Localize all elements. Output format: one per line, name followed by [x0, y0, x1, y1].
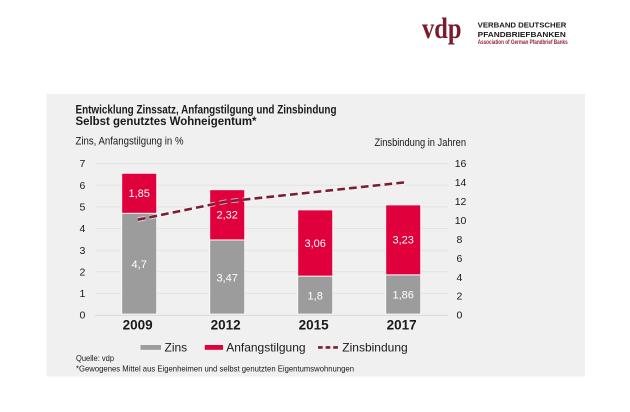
svg-text:1: 1	[79, 288, 85, 300]
svg-text:PFANDBRIEFBANKEN: PFANDBRIEFBANKEN	[478, 30, 566, 39]
svg-text:vdp: vdp	[422, 12, 462, 45]
svg-text:7: 7	[79, 158, 85, 170]
svg-text:14: 14	[455, 177, 467, 189]
svg-text:1,8: 1,8	[308, 290, 323, 302]
svg-text:Zins: Zins	[165, 341, 188, 355]
svg-text:4: 4	[457, 272, 463, 284]
svg-text:3,23: 3,23	[392, 235, 413, 247]
svg-text:6: 6	[457, 253, 463, 265]
svg-text:3,47: 3,47	[216, 272, 237, 284]
svg-text:12: 12	[455, 196, 467, 208]
svg-text:1,86: 1,86	[392, 290, 413, 302]
svg-text:0: 0	[79, 310, 85, 322]
svg-text:Zinsbindung: Zinsbindung	[342, 341, 407, 355]
svg-text:Zins, Anfangstilgung in %: Zins, Anfangstilgung in %	[76, 135, 184, 147]
svg-text:6: 6	[79, 180, 85, 192]
svg-text:Selbst genutztes Wohneigentum*: Selbst genutztes Wohneigentum*	[76, 116, 258, 128]
svg-text:3,06: 3,06	[304, 238, 325, 250]
svg-text:16: 16	[455, 158, 467, 170]
svg-text:3: 3	[79, 245, 85, 257]
svg-text:2017: 2017	[387, 318, 417, 333]
svg-text:5: 5	[79, 202, 85, 214]
svg-text:2009: 2009	[123, 318, 153, 333]
svg-text:Zinsbindung in Jahren: Zinsbindung in Jahren	[375, 137, 467, 149]
svg-text:10: 10	[455, 215, 467, 227]
svg-text:2: 2	[79, 266, 85, 278]
svg-text:2015: 2015	[299, 318, 330, 333]
svg-text:Association of German Pfandbri: Association of German Pfandbrief Banks	[478, 39, 568, 46]
svg-text:Anfangstilgung: Anfangstilgung	[226, 341, 305, 355]
svg-text:1,85: 1,85	[128, 188, 149, 200]
svg-text:Entwicklung Zinssatz, Anfangst: Entwicklung Zinssatz, Anfangstilgung und…	[76, 104, 337, 116]
svg-text:2,32: 2,32	[216, 210, 237, 222]
svg-text:2: 2	[457, 291, 463, 303]
svg-text:VERBAND DEUTSCHER: VERBAND DEUTSCHER	[478, 21, 567, 30]
svg-text:2012: 2012	[211, 318, 241, 333]
svg-text:Quelle: vdp: Quelle: vdp	[76, 353, 114, 363]
svg-text:*Gewogenes Mittel aus Eigenhei: *Gewogenes Mittel aus Eigenheimen und se…	[76, 364, 354, 374]
svg-text:4: 4	[79, 223, 85, 235]
svg-text:4,7: 4,7	[132, 259, 147, 271]
svg-text:8: 8	[457, 234, 463, 246]
svg-text:0: 0	[457, 310, 463, 322]
